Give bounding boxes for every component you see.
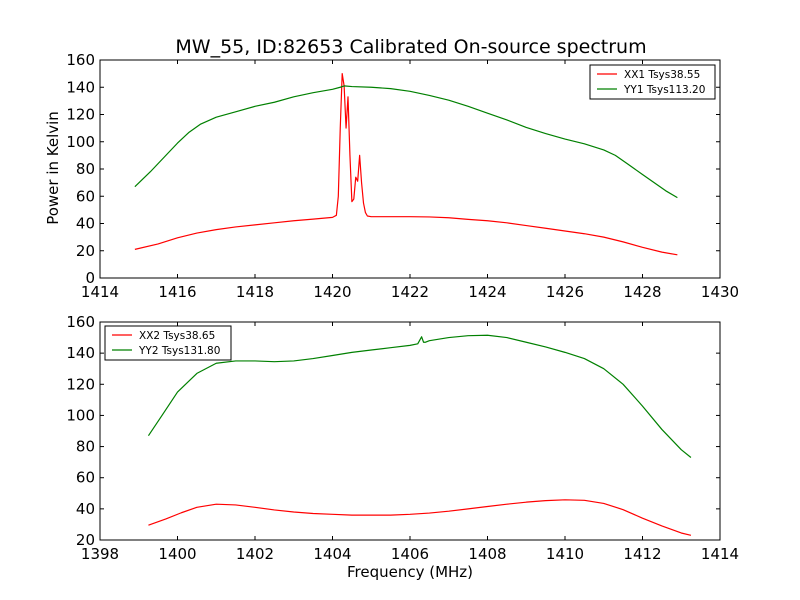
y-tick-label: 20	[76, 531, 95, 549]
x-tick-label: 1422	[391, 283, 429, 301]
y-tick-label: 80	[76, 438, 95, 456]
y-tick-label: 40	[76, 215, 95, 233]
chart-title: MW_55, ID:82653 Calibrated On-source spe…	[175, 36, 646, 58]
legend-label-1: XX2 Tsys38.65	[139, 330, 215, 342]
x-tick-label: 1400	[158, 545, 196, 563]
y-tick-label: 80	[76, 160, 95, 178]
y-tick-label: 40	[76, 500, 95, 518]
x-tick-label: 1420	[313, 283, 351, 301]
y-tick-label: 100	[66, 133, 95, 151]
y-tick-label: 120	[66, 106, 95, 124]
x-tick-label: 1398	[81, 545, 119, 563]
series-line-1	[148, 499, 692, 536]
x-tick-label: 1412	[623, 545, 661, 563]
y-tick-label: 160	[66, 51, 95, 69]
series-line-2	[147, 334, 692, 458]
legend-label-2: YY2 Tsys131.80	[138, 345, 220, 357]
x-tick-label: 1410	[546, 545, 584, 563]
x-tick-label: 1418	[236, 283, 274, 301]
y-tick-label: 60	[76, 187, 95, 205]
y-tick-label: 0	[85, 269, 95, 287]
y-tick-label: 100	[66, 406, 95, 424]
x-tick-label: 1424	[468, 283, 506, 301]
legend-label-2: YY1 Tsys113.20	[623, 84, 705, 96]
legend: XX2 Tsys38.65 YY2 Tsys131.80	[104, 325, 232, 361]
x-tick-label: 1414	[701, 545, 739, 563]
y-tick-label: 160	[66, 313, 95, 331]
y-tick-label: 60	[76, 469, 95, 487]
y-tick-label: 20	[76, 242, 95, 260]
x-tick-label: 1414	[81, 283, 119, 301]
x-axis-label: Frequency (MHz)	[347, 563, 473, 581]
y-tick-label: 140	[66, 344, 95, 362]
x-tick-label: 1408	[468, 545, 506, 563]
subplot-2: 1398 1400 1402 1404 1406 1408 1410 1412 1414 20 40…	[66, 313, 739, 563]
x-tick-label: 1428	[623, 283, 661, 301]
x-tick-label: 1406	[391, 545, 429, 563]
legend: XX1 Tsys38.55 YY1 Tsys113.20	[589, 64, 716, 100]
series-line-2	[134, 85, 678, 199]
x-tick-label: 1416	[158, 283, 196, 301]
x-tick-label: 1404	[313, 545, 351, 563]
x-tick-label: 1426	[546, 283, 584, 301]
x-tick-label: 1430	[701, 283, 739, 301]
x-tick-label: 1402	[236, 545, 274, 563]
y-tick-label: 140	[66, 78, 95, 96]
y-tick-label: 120	[66, 375, 95, 393]
legend-box	[589, 64, 716, 100]
legend-label-1: XX1 Tsys38.55	[624, 69, 700, 81]
series-line-1	[134, 73, 678, 256]
subplot-1: 1414 1416 1418 1420 1422 1424 1426 1428 1430 0 20 4…	[66, 51, 739, 301]
legend-box	[104, 325, 232, 361]
y-axis-label: Power in Kelvin	[44, 111, 62, 225]
